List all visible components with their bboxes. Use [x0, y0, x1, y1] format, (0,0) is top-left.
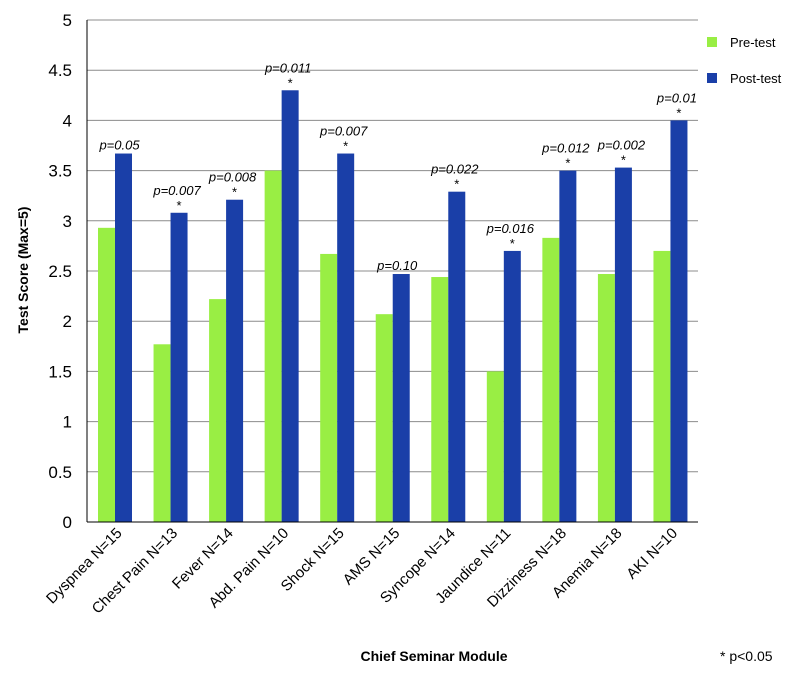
bar-post-test	[503, 250, 521, 523]
significance-footnote: * p<0.05	[720, 648, 773, 664]
bar-pre-test	[375, 314, 393, 522]
x-tick-label: AKI N=10	[623, 525, 681, 583]
y-tick-label: 4.5	[48, 61, 72, 80]
bar-pre-test	[486, 371, 504, 522]
bar-pre-test	[98, 227, 115, 522]
legend-label-post-test: Post-test	[730, 71, 782, 86]
p-value-label: p=0.011	[264, 60, 311, 75]
significance-star: *	[232, 185, 237, 200]
y-tick-label: 3.5	[48, 162, 72, 181]
p-value-label: p=0.05	[98, 138, 140, 153]
p-value-label: p=0.01	[656, 90, 697, 105]
bar-pre-test	[320, 253, 338, 522]
bar-pre-test	[542, 237, 560, 523]
p-value-label: p=0.002	[597, 138, 646, 153]
bar-pre-test	[264, 170, 282, 522]
p-value-label: p=0.007	[319, 124, 368, 139]
bar-pre-test	[153, 344, 171, 522]
bar-post-test	[559, 170, 577, 522]
bars	[98, 90, 688, 523]
bar-post-test	[281, 90, 299, 522]
significance-star: *	[343, 139, 348, 154]
bar-post-test	[448, 191, 466, 522]
legend: Pre-test Post-test	[707, 35, 782, 86]
y-tick-label: 5	[63, 11, 72, 30]
p-value-label: p=0.022	[430, 162, 479, 177]
bar-pre-test	[653, 250, 671, 523]
p-value-label: p=0.007	[152, 183, 201, 198]
significance-star: *	[565, 156, 570, 171]
legend-swatch-pre-test	[707, 37, 717, 47]
significance-star: *	[454, 177, 459, 192]
y-axis-title: Test Score (Max=5)	[15, 207, 31, 334]
legend-label-pre-test: Pre-test	[730, 35, 776, 50]
annotations: p=0.05p=0.007*p=0.008*p=0.011*p=0.007*p=…	[98, 60, 697, 273]
y-tick-label: 0.5	[48, 463, 72, 482]
bar-post-test	[392, 274, 410, 522]
significance-star: *	[621, 153, 626, 168]
bar-post-test	[170, 212, 188, 522]
significance-star: *	[177, 198, 182, 213]
significance-star: *	[288, 75, 293, 90]
bar-post-test	[337, 153, 355, 523]
y-tick-label: 1.5	[48, 362, 72, 381]
x-axis-title: Chief Seminar Module	[360, 648, 507, 664]
y-tick-label: 1	[63, 413, 72, 432]
p-value-label: p=0.008	[208, 170, 257, 185]
significance-star: *	[510, 236, 515, 251]
p-value-label: p=0.012	[541, 141, 590, 156]
y-tick-label: 2	[63, 312, 72, 331]
p-value-label: p=0.10	[376, 258, 418, 273]
bar-pre-test	[431, 277, 449, 522]
bar-post-test	[226, 199, 244, 522]
p-value-label: p=0.016	[486, 221, 535, 236]
y-tick-label: 4	[63, 111, 72, 130]
bar-post-test	[115, 153, 132, 523]
gridlines	[87, 19, 698, 473]
bar-post-test	[670, 120, 688, 523]
y-tick-label: 3	[63, 212, 72, 231]
significance-star: *	[676, 105, 681, 120]
y-tick-label: 2.5	[48, 262, 72, 281]
y-tick-label: 0	[63, 513, 72, 532]
bar-pre-test	[597, 274, 615, 522]
legend-swatch-post-test	[707, 73, 717, 83]
bar-pre-test	[209, 299, 227, 522]
bar-post-test	[614, 167, 632, 522]
